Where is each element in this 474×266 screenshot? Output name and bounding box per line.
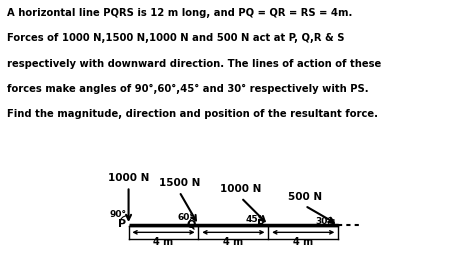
Text: respectively with downward direction. The lines of action of these: respectively with downward direction. Th… xyxy=(7,59,382,69)
Text: 45°: 45° xyxy=(246,215,263,224)
Text: 1000 N: 1000 N xyxy=(108,173,149,183)
Text: Q: Q xyxy=(186,219,196,229)
Text: R: R xyxy=(257,219,266,229)
Text: 4 m: 4 m xyxy=(293,237,313,247)
Text: 90°: 90° xyxy=(109,210,127,219)
Text: 1000 N: 1000 N xyxy=(220,184,262,194)
Text: 500 N: 500 N xyxy=(288,192,322,202)
Text: 1500 N: 1500 N xyxy=(158,178,200,188)
Text: P: P xyxy=(118,219,126,229)
Text: 60°: 60° xyxy=(177,213,194,222)
Text: 30°: 30° xyxy=(315,217,332,226)
Text: 4 m: 4 m xyxy=(223,237,244,247)
Text: S: S xyxy=(328,219,336,229)
Text: Forces of 1000 N,1500 N,1000 N and 500 N act at P, Q,R & S: Forces of 1000 N,1500 N,1000 N and 500 N… xyxy=(7,33,345,43)
Text: Find the magnitude, direction and position of the resultant force.: Find the magnitude, direction and positi… xyxy=(7,109,378,119)
Text: forces make angles of 90°,60°,45° and 30° respectively with PS.: forces make angles of 90°,60°,45° and 30… xyxy=(7,84,369,94)
Text: A horizontal line PQRS is 12 m long, and PQ = QR = RS = 4m.: A horizontal line PQRS is 12 m long, and… xyxy=(7,8,353,18)
Text: 4 m: 4 m xyxy=(154,237,173,247)
